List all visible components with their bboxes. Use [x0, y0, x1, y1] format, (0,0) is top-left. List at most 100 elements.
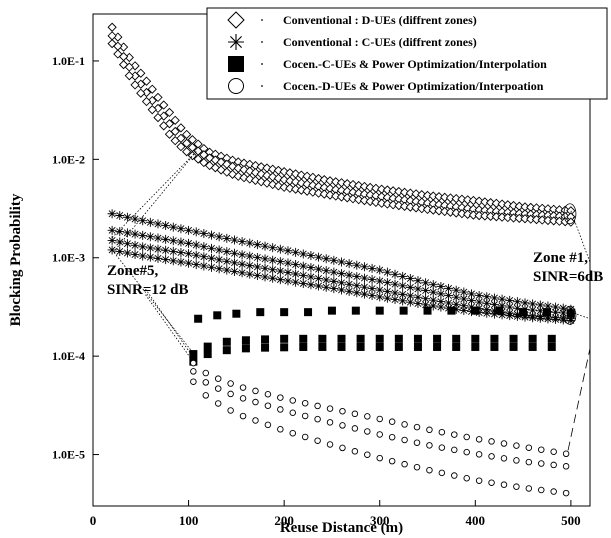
x-tick-label: 100 [179, 513, 199, 528]
asterisk-marker [329, 276, 339, 286]
circle-marker [562, 450, 570, 458]
asterisk-marker [222, 256, 232, 266]
asterisk-marker [390, 288, 400, 298]
asterisk-marker [528, 313, 538, 323]
asterisk-marker [352, 272, 362, 282]
asterisk-marker [428, 301, 438, 311]
square-marker [280, 343, 289, 352]
circle-marker [190, 368, 197, 375]
circle-marker [438, 444, 446, 451]
asterisk-marker [421, 300, 431, 310]
asterisk-marker [291, 260, 301, 270]
asterisk-marker [382, 267, 392, 277]
asterisk-marker [161, 245, 171, 255]
circle-marker [190, 359, 197, 367]
legend-item: Conventional : D-UEs (diffrent zones) [227, 11, 477, 29]
asterisk-marker [207, 243, 217, 253]
asterisk-marker [421, 294, 431, 304]
asterisk-marker [451, 299, 461, 309]
square-marker [423, 306, 432, 315]
diamond-marker [382, 199, 393, 209]
asterisk-marker [459, 301, 469, 311]
asterisk-marker [489, 300, 499, 310]
asterisk-marker [444, 298, 454, 308]
asterisk-marker [275, 275, 285, 285]
y-ticks: 1.0E-1 1.0E-2 1.0E-3 1.0E-4 1.0E-5 [52, 54, 99, 462]
asterisk-marker [184, 249, 194, 259]
annotation-zone5-line2: SINR=12 dB [107, 282, 189, 298]
circle-marker [277, 394, 284, 401]
square-marker [413, 342, 422, 351]
diamond-marker [514, 213, 524, 223]
asterisk-marker [405, 297, 415, 307]
square-marker [280, 308, 289, 317]
diamond-marker [434, 206, 444, 216]
asterisk-marker [275, 244, 285, 254]
asterisk-marker [405, 282, 415, 292]
asterisk-marker [115, 246, 125, 256]
circle-marker [463, 474, 470, 482]
asterisk-marker [245, 261, 255, 271]
circle-marker [562, 463, 570, 470]
asterisk-marker [314, 252, 324, 262]
asterisk-marker [314, 273, 324, 283]
asterisk-marker [337, 269, 346, 279]
circle-marker [401, 436, 408, 444]
asterisk-marker [130, 229, 140, 239]
asterisk-marker [390, 269, 400, 279]
circle-marker [463, 448, 470, 456]
asterisk-marker [222, 247, 232, 257]
asterisk-marker [199, 242, 209, 252]
asterisk-marker [268, 265, 278, 275]
circle-marker [264, 402, 272, 409]
square-marker [356, 334, 365, 343]
asterisk-marker [436, 289, 446, 299]
diamond-marker [531, 214, 542, 225]
asterisk-marker [115, 227, 125, 237]
asterisk-marker [344, 286, 354, 296]
circle-marker [239, 384, 247, 391]
legend-item: Cocen.-C-UEs & Power Optimization/Interp… [228, 56, 547, 72]
asterisk-marker [168, 222, 178, 232]
diamond-marker [136, 79, 146, 89]
diamond-marker [422, 204, 433, 215]
asterisk-marker [321, 275, 331, 285]
square-marker [356, 342, 365, 351]
asterisk-marker [122, 212, 132, 222]
asterisk-marker [283, 246, 293, 256]
diamond-marker [560, 217, 570, 227]
asterisk-marker [436, 302, 446, 312]
asterisk-marker [474, 297, 484, 307]
circle-marker [401, 460, 408, 468]
square-marker [280, 334, 289, 343]
asterisk-marker [214, 232, 224, 242]
diamond-marker [147, 84, 157, 94]
circle-marker [289, 409, 297, 417]
asterisk-marker [145, 243, 155, 253]
diamond-marker [508, 213, 519, 223]
asterisk-marker [375, 292, 385, 302]
asterisk-marker [207, 262, 217, 272]
asterisk-marker [421, 286, 431, 296]
circle-marker [227, 380, 234, 387]
diamond-marker [159, 121, 169, 131]
asterisk-marker [260, 263, 270, 273]
circle-marker [376, 415, 383, 423]
diamond-marker [308, 187, 318, 197]
circle-marker [525, 444, 533, 451]
diamond-marker [468, 210, 479, 220]
circle-marker [289, 429, 297, 437]
legend-dot [261, 63, 263, 65]
asterisk-marker [138, 230, 148, 240]
circle-marker [413, 423, 421, 431]
asterisk-marker [382, 278, 392, 288]
annotation-zone5-line1: Zone#5, [107, 263, 159, 279]
diamond-marker [342, 193, 352, 203]
circle-marker [451, 431, 458, 438]
square-marker [189, 350, 198, 359]
series-3 [190, 359, 570, 497]
circle-marker [326, 441, 334, 448]
asterisk-marker [268, 273, 278, 283]
diamond-marker [520, 214, 530, 224]
circle-marker [239, 395, 247, 402]
